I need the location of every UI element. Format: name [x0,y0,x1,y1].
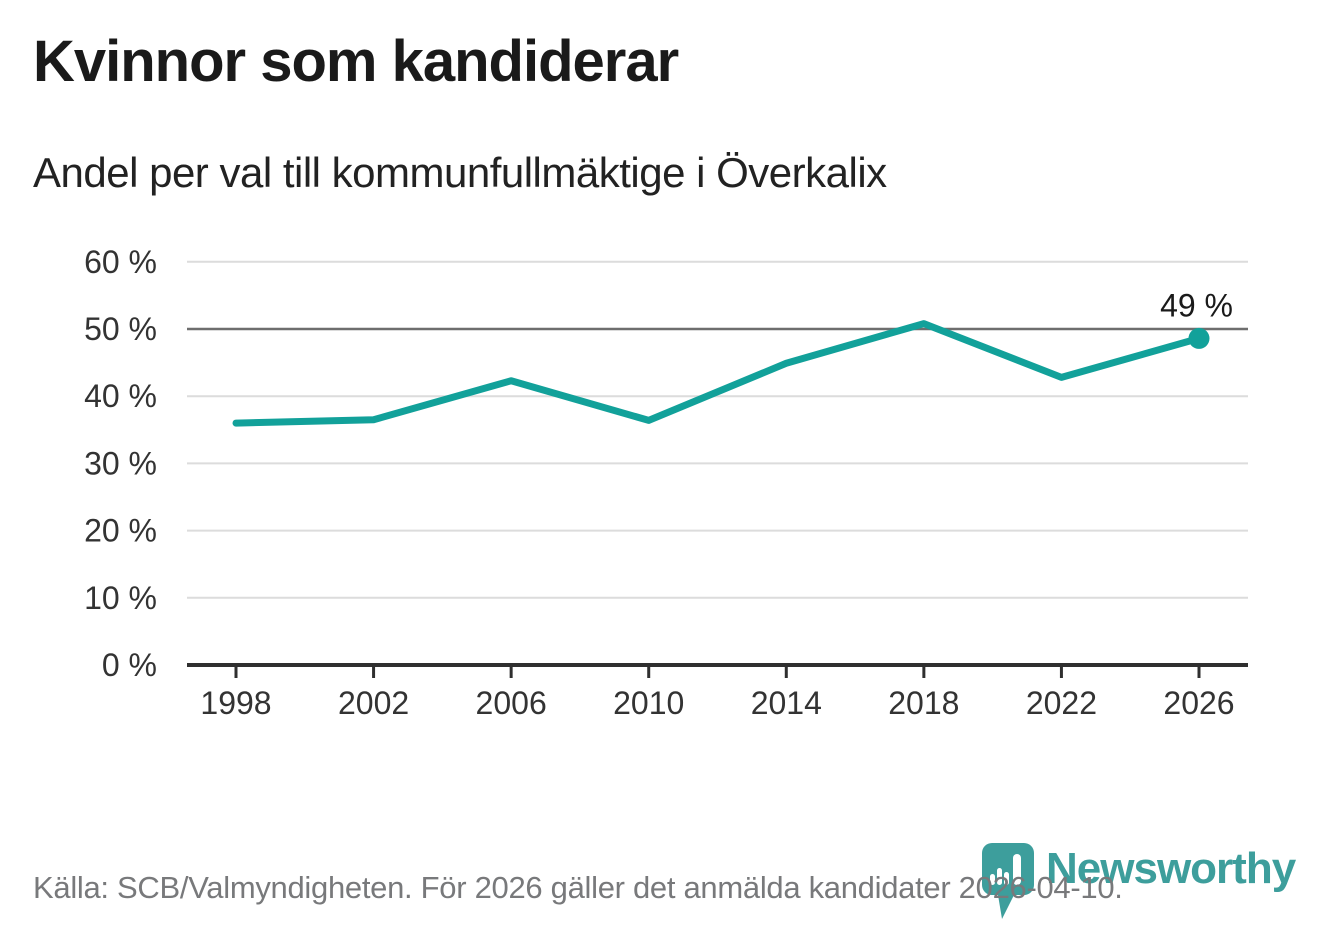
x-axis-label: 2010 [613,685,684,721]
y-axis-label: 10 % [84,580,157,616]
bar-4 [1013,854,1021,885]
chart-subtitle: Andel per val till kommunfullmäktige i Ö… [33,149,887,196]
data-line [232,320,1203,427]
newsworthy-wordmark: Newsworthy [1046,844,1296,893]
endpoint-dot [1188,327,1210,349]
y-axis-label: 50 % [84,311,157,347]
x-axis-label: 2006 [476,685,547,721]
chart-title: Kvinnor som kandiderar [33,29,679,94]
x-axis-label: 2018 [888,685,959,721]
bar-1 [990,874,995,885]
y-axis-label: 30 % [84,445,157,481]
x-axis-label: 2022 [1026,685,1097,721]
x-axis-label: 1998 [200,685,271,721]
x-axis-label: 2002 [338,685,409,721]
bar-3 [1004,872,1009,885]
source-note: Källa: SCB/Valmyndigheten. För 2026 gäll… [33,870,1123,905]
y-axis-label: 40 % [84,378,157,414]
value-label: 49 % [1160,287,1233,323]
y-axis-label: 20 % [84,513,157,549]
bar-2 [997,868,1002,885]
x-axis-label: 2026 [1163,685,1234,721]
x-axis-label: 2014 [751,685,822,721]
bar-chart-badge-icon [982,843,1034,919]
newsworthy-logo: Newsworthy [982,843,1296,923]
y-axis-label: 60 % [84,244,157,280]
y-axis-label: 0 % [102,647,157,683]
